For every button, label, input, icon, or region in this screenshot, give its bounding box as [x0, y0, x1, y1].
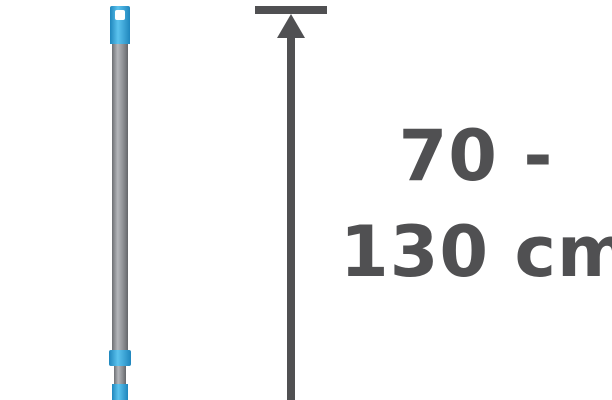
lower-tube [114, 366, 126, 386]
hang-hole [115, 10, 125, 20]
arrow-head [277, 14, 305, 38]
length-range-line-2: 130 cm [340, 211, 612, 293]
telescopic-handle-icon [109, 6, 131, 400]
arrow-shaft [287, 30, 295, 400]
bottom-tip [112, 384, 128, 400]
height-arrow-icon [255, 6, 327, 400]
length-range-line-1: 70 - [398, 115, 554, 197]
coupling-collar [109, 350, 131, 366]
top-bar [255, 6, 327, 14]
length-range-label: 70 - 130 cm [340, 108, 612, 300]
upper-tube [112, 44, 128, 352]
